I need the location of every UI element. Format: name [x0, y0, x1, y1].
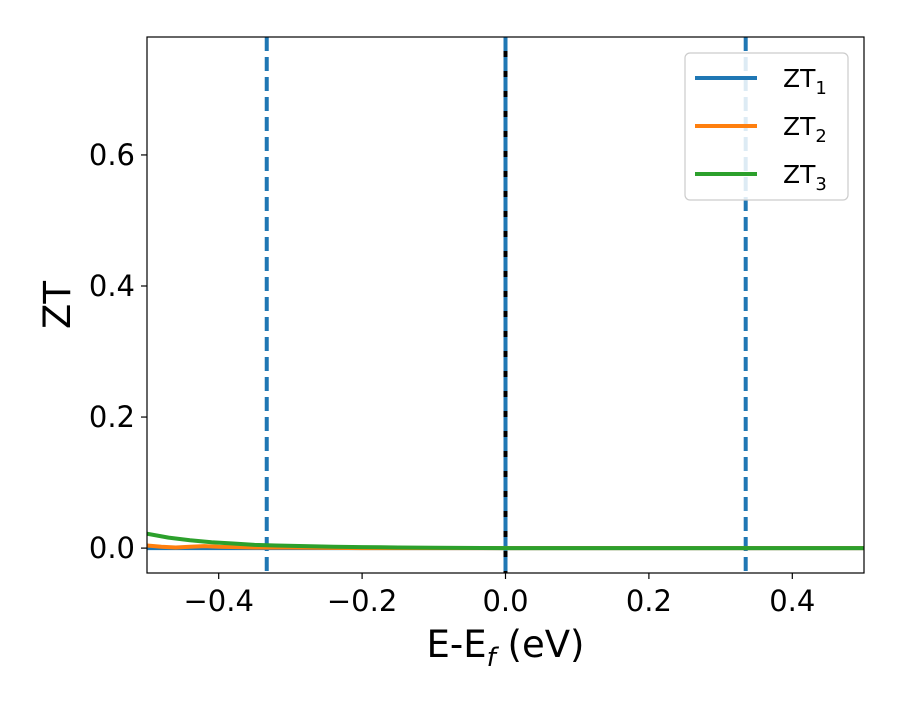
x-axis-label: E-Ef (eV) — [427, 623, 585, 673]
legend-item-zt3: ZT3 — [695, 160, 827, 195]
legend-label-subscript: 1 — [815, 78, 826, 99]
legend-box — [684, 52, 849, 201]
legend-item-zt1: ZT1 — [695, 64, 827, 99]
y-tick-label: 0.4 — [89, 269, 135, 303]
x-axis-label-unit: (eV) — [496, 623, 585, 666]
x-tick-label: 0.0 — [482, 584, 528, 618]
legend-item-zt2: ZT2 — [695, 112, 827, 147]
series-line-zt3 — [147, 531, 864, 551]
legend-label-subscript: 3 — [815, 174, 826, 195]
legend-label: ZT2 — [783, 112, 827, 147]
y-tick-label: 0.6 — [89, 138, 135, 172]
series-group — [147, 531, 864, 551]
axis-labels: ZT E-Ef (eV) — [36, 281, 584, 673]
y-tick-label: 0.2 — [89, 400, 135, 434]
legend-label-main: ZT — [783, 64, 816, 93]
y-tick-label: 0.0 — [89, 531, 135, 565]
y-axis-label: ZT — [36, 281, 79, 329]
legend-label-subscript: 2 — [815, 126, 826, 147]
axis-ticks: −0.4 −0.2 0.0 0.2 0.4 0.0 0.2 0.4 0.6 — [89, 138, 815, 618]
x-tick-label: −0.4 — [183, 584, 253, 618]
x-tick-label: 0.2 — [626, 584, 672, 618]
legend-label-main: ZT — [783, 112, 816, 141]
x-tick-label: −0.2 — [327, 584, 397, 618]
legend-label: ZT3 — [783, 160, 827, 195]
x-tick-label: 0.4 — [769, 584, 815, 618]
x-axis-label-main: E-E — [427, 623, 487, 666]
legend-label: ZT1 — [783, 64, 827, 99]
legend-label-main: ZT — [783, 160, 816, 189]
